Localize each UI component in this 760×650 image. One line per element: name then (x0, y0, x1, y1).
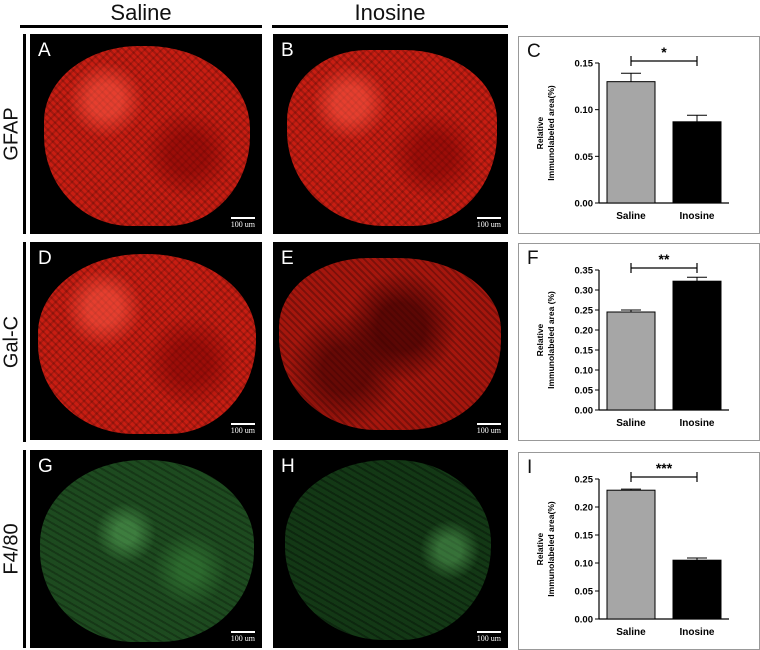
chart-f-svg: 0.00 0.05 0.10 0.15 0.20 0.25 0.30 0.35 Relative… (535, 251, 729, 429)
micrograph-e: E 100 um (273, 242, 508, 440)
y-tick-label: 0.30 (575, 286, 594, 297)
column-header-inosine-text: Inosine (354, 0, 426, 25)
chart-c: 0.00 0.05 0.10 0.15 Relative Immunolabeled ar… (518, 36, 760, 234)
significance-stars: *** (656, 460, 673, 476)
y-tick-label: 0.00 (575, 406, 594, 417)
micrograph-b: B 100 um (273, 34, 508, 234)
row-label-bracket (23, 450, 26, 648)
column-header-saline-text: Saline (110, 0, 172, 25)
column-header-underline (272, 25, 508, 28)
bar-saline (606, 311, 656, 411)
y-tick-label: 0.15 (575, 531, 594, 542)
y-tick-label: 0.10 (575, 559, 594, 570)
scale-bar-label: 100 um (476, 426, 501, 435)
scale-bar: 100 um (231, 423, 255, 435)
panel-letter: D (38, 248, 52, 269)
chart-i: 0.00 0.05 0.10 0.15 0.20 0.25 Relative Immunola… (518, 452, 760, 650)
row-label-f480: F4/80 (0, 450, 26, 648)
row-label-gfap: GFAP (0, 34, 26, 234)
row-label-text: Gal-C (0, 315, 23, 369)
column-header-inosine: Inosine (272, 0, 508, 30)
y-tick-label: 0.25 (575, 475, 594, 486)
micrograph-a: A 100 um (30, 34, 262, 234)
scale-bar: 100 um (231, 631, 255, 643)
row-label-text: F4/80 (0, 523, 23, 575)
y-tick-label: 0.00 (575, 199, 594, 210)
row-label-text: GFAP (0, 107, 23, 161)
y-tick-label: 0.20 (575, 326, 594, 337)
tissue-section (287, 50, 497, 226)
x-tick-label: Saline (616, 418, 646, 429)
tissue-section (40, 460, 254, 642)
row-label-bracket (23, 242, 26, 442)
micrograph-d: D 100 um (30, 242, 262, 440)
y-tick-label: 0.35 (575, 266, 594, 277)
scale-bar-label: 100 um (230, 634, 255, 643)
bar-saline (606, 489, 656, 620)
y-tick-label: 0.20 (575, 503, 594, 514)
x-tick-label: Inosine (679, 418, 714, 429)
column-header-saline: Saline (20, 0, 262, 30)
tissue-section (38, 254, 256, 434)
chart-letter: I (527, 457, 533, 478)
y-tick-label: 0.10 (575, 366, 594, 377)
bar-saline (606, 81, 656, 204)
chart-f: 0.00 0.05 0.10 0.15 0.20 0.25 0.30 0.35 Relative… (518, 243, 760, 441)
row-label-bracket (23, 34, 26, 234)
y-axis-label: Relative (535, 323, 545, 356)
x-tick-label: Inosine (679, 211, 714, 222)
micrograph-h: H 100 um (273, 450, 508, 648)
x-tick-label: Inosine (679, 627, 714, 638)
scale-bar: 100 um (477, 217, 501, 229)
y-tick-label: 0.05 (575, 587, 594, 598)
bar-inosine (672, 121, 722, 204)
y-tick-label: 0.15 (575, 346, 594, 357)
panel-letter: A (38, 40, 51, 61)
chart-letter: F (527, 248, 539, 269)
y-tick-label: 0.00 (575, 615, 594, 626)
y-axis-label: Relative (535, 116, 545, 149)
panel-letter: H (281, 456, 295, 477)
y-axis-label: Immunolabeled area(%) (546, 85, 556, 181)
y-axis-label: Relative (535, 532, 545, 565)
y-tick-label: 0.15 (575, 59, 594, 70)
scale-bar: 100 um (231, 217, 255, 229)
panel-letter: E (281, 248, 294, 269)
scale-bar: 100 um (477, 423, 501, 435)
column-header-underline (20, 25, 262, 28)
tissue-section (279, 258, 501, 430)
x-tick-label: Saline (616, 211, 646, 222)
scale-bar: 100 um (477, 631, 501, 643)
micrograph-g: G 100 um (30, 450, 262, 648)
chart-letter: C (527, 41, 541, 62)
panel-letter: B (281, 40, 294, 61)
panel-letter: G (38, 456, 53, 477)
scale-bar-label: 100 um (230, 426, 255, 435)
x-tick-label: Saline (616, 627, 646, 638)
significance-stars: ** (659, 251, 670, 267)
chart-i-svg: 0.00 0.05 0.10 0.15 0.20 0.25 Relative Immunola… (535, 460, 729, 638)
chart-c-svg: 0.00 0.05 0.10 0.15 Relative Immunolabeled ar… (535, 44, 729, 222)
significance-stars: * (661, 44, 667, 60)
scale-bar-label: 100 um (476, 634, 501, 643)
y-axis-label: Immunolabeled area (%) (546, 291, 556, 389)
scale-bar-label: 100 um (230, 220, 255, 229)
y-tick-label: 0.25 (575, 306, 594, 317)
y-tick-label: 0.05 (575, 152, 594, 163)
tissue-section (285, 460, 491, 640)
y-tick-label: 0.10 (575, 105, 594, 116)
tissue-section (44, 46, 250, 226)
row-label-galc: Gal-C (0, 242, 26, 442)
scale-bar-label: 100 um (476, 220, 501, 229)
y-axis-label: Immunolabeled area(%) (546, 501, 556, 597)
bar-inosine (672, 280, 722, 411)
bar-inosine (672, 559, 722, 620)
y-tick-label: 0.05 (575, 386, 594, 397)
